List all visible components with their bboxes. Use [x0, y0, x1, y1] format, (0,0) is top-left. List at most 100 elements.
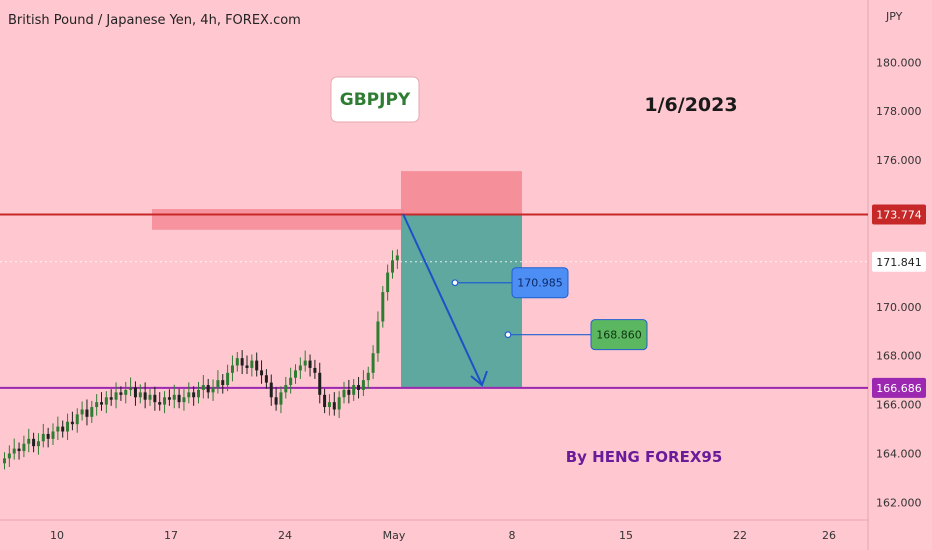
- candle: [361, 370, 365, 397]
- candle: [221, 374, 225, 394]
- candle-body: [100, 402, 103, 405]
- candle: [124, 381, 128, 404]
- candle-body: [41, 433, 45, 442]
- down-arrow: [402, 213, 488, 387]
- candle: [337, 391, 341, 419]
- candle-body: [303, 360, 307, 366]
- candle-body: [235, 358, 239, 366]
- candle: [391, 250, 394, 279]
- candle-body: [177, 394, 181, 403]
- candle: [395, 249, 399, 269]
- candle: [303, 350, 307, 372]
- candle-body: [85, 409, 89, 417]
- y-tick-label: 176.000: [876, 154, 922, 167]
- candlestick-series: [3, 249, 399, 470]
- candle: [114, 382, 118, 409]
- candle: [51, 423, 55, 445]
- candle-body: [308, 360, 312, 368]
- candle: [327, 394, 331, 416]
- candle-body: [260, 370, 264, 376]
- symbol-box-text: GBPJPY: [340, 90, 411, 110]
- candle-body: [279, 392, 283, 405]
- candle-body: [274, 397, 278, 405]
- time-axis[interactable]: 10 17 24 May 8 15 22 26: [50, 529, 836, 542]
- candle: [32, 432, 36, 453]
- candle-body: [240, 358, 244, 366]
- candle: [90, 400, 94, 423]
- candle: [313, 359, 317, 379]
- candle-body: [7, 453, 11, 459]
- candle-body: [56, 426, 60, 432]
- candle-body: [221, 380, 225, 386]
- x-tick-label: 26: [822, 529, 836, 542]
- candle: [357, 376, 361, 399]
- x-tick-label: 22: [733, 529, 747, 542]
- candle-body: [289, 377, 293, 386]
- candle: [308, 354, 312, 377]
- candle: [245, 355, 249, 375]
- candle: [264, 369, 268, 389]
- candle-body: [51, 431, 55, 439]
- candle-body: [12, 448, 16, 454]
- candle: [352, 378, 356, 401]
- target-value: 170.985: [517, 277, 563, 290]
- resistance-zone: [152, 209, 404, 230]
- candle-body: [70, 421, 74, 425]
- candle-body: [27, 438, 31, 444]
- candle: [376, 311, 380, 362]
- candle-body: [216, 380, 220, 388]
- y-tick-label: 180.000: [876, 56, 922, 69]
- candle-body: [148, 394, 152, 400]
- candle: [347, 379, 351, 404]
- last-price-tag: 171.841: [872, 251, 926, 272]
- candle-body: [386, 272, 390, 293]
- candle-body: [66, 421, 70, 432]
- target-box: [590, 319, 648, 351]
- target-box: [511, 267, 569, 299]
- candle: [206, 378, 210, 399]
- candle-body: [298, 365, 302, 371]
- x-tick-label: 17: [164, 529, 178, 542]
- date-annotation: 1/6/2023: [644, 94, 737, 116]
- target-anchor-dot: [451, 279, 459, 287]
- arrow-head: [470, 370, 488, 387]
- target-label: 168.860: [504, 319, 648, 351]
- candle-body: [90, 407, 94, 417]
- candle-body: [357, 385, 361, 390]
- candle: [211, 379, 215, 401]
- candle: [318, 362, 322, 404]
- candle-body: [104, 397, 108, 405]
- candle: [230, 355, 234, 382]
- candle-body: [197, 389, 200, 398]
- candle: [27, 428, 31, 453]
- candle: [119, 386, 123, 401]
- candle: [386, 264, 390, 301]
- candle-body: [172, 394, 176, 400]
- candle: [80, 401, 84, 421]
- candle-body: [22, 443, 26, 452]
- candle: [12, 438, 16, 460]
- candle-body: [395, 255, 399, 261]
- candle-body: [327, 402, 331, 408]
- candle-body: [124, 389, 128, 395]
- candle: [167, 389, 171, 406]
- candle-body: [230, 365, 234, 373]
- y-tick-label: 166.000: [876, 399, 922, 412]
- candle: [289, 367, 293, 394]
- chart-title: British Pound / Japanese Yen, 4h, FOREX.…: [8, 13, 301, 28]
- candle: [197, 381, 200, 404]
- resistance-price-tag: 173.774: [872, 204, 926, 225]
- candle-body: [269, 382, 273, 398]
- candle-body: [201, 385, 205, 390]
- candle-body: [80, 409, 84, 415]
- x-tick-label: 8: [509, 529, 516, 542]
- stop-loss-zone: [401, 171, 522, 215]
- last-price-tag-text: 171.841: [876, 256, 922, 269]
- candle-body: [264, 375, 268, 383]
- candle-body: [245, 365, 249, 368]
- currency-label: JPY: [885, 10, 903, 23]
- candle-body: [352, 385, 356, 395]
- candle: [3, 452, 6, 470]
- candle-body: [347, 389, 351, 395]
